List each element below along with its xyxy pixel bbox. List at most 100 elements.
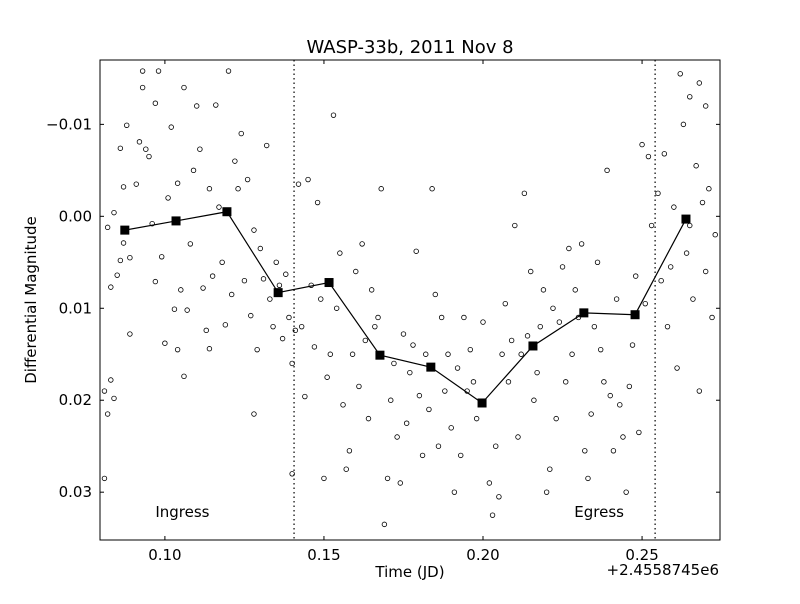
binned-data-point — [528, 341, 538, 351]
raw-data-point — [152, 278, 159, 285]
raw-data-point — [295, 181, 302, 187]
raw-data-point — [174, 346, 181, 353]
raw-data-point — [222, 322, 229, 328]
raw-data-point — [687, 222, 693, 229]
raw-data-point — [410, 342, 416, 348]
raw-data-point — [225, 68, 232, 74]
raw-data-point — [531, 397, 537, 403]
binned-data-point — [171, 216, 181, 226]
raw-data-point — [454, 365, 461, 371]
raw-data-point — [569, 351, 575, 357]
raw-data-point — [499, 351, 505, 357]
raw-data-point — [537, 323, 543, 330]
x-axis-label: Time (JD) — [374, 563, 444, 581]
raw-data-point — [235, 186, 241, 192]
raw-data-point — [543, 489, 550, 495]
raw-data-point — [365, 415, 372, 422]
raw-data-point — [146, 153, 152, 160]
y-tick-label: 0.02 — [59, 391, 92, 409]
raw-data-point — [480, 319, 486, 325]
raw-data-point — [451, 489, 458, 495]
raw-data-point — [289, 471, 295, 477]
raw-data-point — [190, 167, 197, 174]
raw-data-point — [397, 480, 403, 486]
binned-data-point — [477, 398, 487, 408]
raw-data-point — [556, 319, 563, 325]
raw-data-point — [178, 287, 184, 293]
raw-data-point — [528, 268, 534, 275]
raw-data-point — [521, 190, 528, 197]
raw-data-point — [547, 466, 553, 472]
raw-data-point — [438, 314, 445, 321]
raw-data-point — [213, 102, 219, 108]
raw-data-point — [101, 388, 108, 394]
raw-data-point — [381, 521, 388, 528]
raw-data-point — [696, 80, 703, 86]
x-tick-label: 0.15 — [307, 546, 340, 564]
raw-data-point — [598, 346, 604, 353]
raw-data-point — [416, 392, 423, 399]
raw-data-point — [604, 167, 610, 174]
raw-data-point — [623, 489, 629, 495]
binned-data-point — [630, 310, 640, 320]
raw-data-point — [563, 379, 569, 385]
raw-data-point — [168, 124, 174, 130]
raw-data-point — [423, 351, 429, 357]
raw-data-point — [136, 139, 143, 145]
raw-data-point — [594, 259, 601, 265]
raw-data-point — [388, 397, 394, 403]
raw-data-point — [550, 305, 556, 311]
raw-data-point — [572, 287, 578, 293]
raw-data-point — [655, 190, 661, 197]
annotation-egress: Egress — [574, 503, 624, 521]
raw-data-point — [693, 163, 699, 169]
raw-data-point — [687, 94, 693, 100]
raw-data-point — [187, 241, 194, 247]
raw-data-point — [184, 307, 190, 313]
raw-data-point — [251, 411, 257, 417]
plot-marks — [101, 60, 718, 540]
raw-data-point — [413, 248, 419, 254]
raw-data-point — [267, 296, 273, 302]
raw-data-point — [197, 146, 203, 152]
y-axis-label: Differential Magnitude — [22, 216, 40, 384]
binned-data-point — [375, 350, 385, 360]
raw-data-point — [648, 222, 655, 229]
raw-data-point — [314, 199, 321, 206]
raw-data-point — [702, 103, 709, 109]
raw-data-point — [298, 323, 305, 330]
y-tick-label: 0.03 — [59, 483, 92, 501]
raw-data-point — [359, 241, 365, 247]
raw-data-point — [661, 151, 668, 157]
raw-data-point — [368, 287, 375, 293]
binned-data-point — [273, 288, 283, 298]
raw-data-point — [228, 291, 235, 298]
raw-data-point — [582, 448, 588, 454]
raw-data-point — [610, 448, 617, 454]
raw-data-point — [473, 415, 480, 422]
raw-data-point — [534, 369, 540, 376]
raw-data-point — [617, 402, 623, 408]
raw-data-point — [311, 344, 318, 350]
raw-data-point — [674, 365, 680, 371]
raw-data-point — [702, 268, 709, 275]
raw-data-point — [591, 323, 598, 330]
raw-data-point — [448, 425, 454, 431]
raw-data-point — [273, 259, 279, 265]
raw-data-point — [340, 402, 346, 408]
raw-data-point — [508, 337, 515, 344]
raw-data-point — [337, 250, 343, 256]
raw-data-point — [559, 264, 566, 270]
raw-data-point — [108, 377, 114, 383]
raw-data-point — [486, 480, 493, 486]
raw-data-point — [330, 112, 337, 118]
raw-data-point — [712, 232, 718, 238]
raw-data-point — [165, 195, 171, 201]
raw-data-point — [257, 245, 264, 252]
raw-data-point — [633, 273, 639, 279]
binned-data-point — [681, 214, 691, 224]
plot-area: Ingress Egress — [101, 60, 718, 540]
raw-data-point — [127, 255, 133, 261]
raw-data-point — [200, 285, 206, 291]
